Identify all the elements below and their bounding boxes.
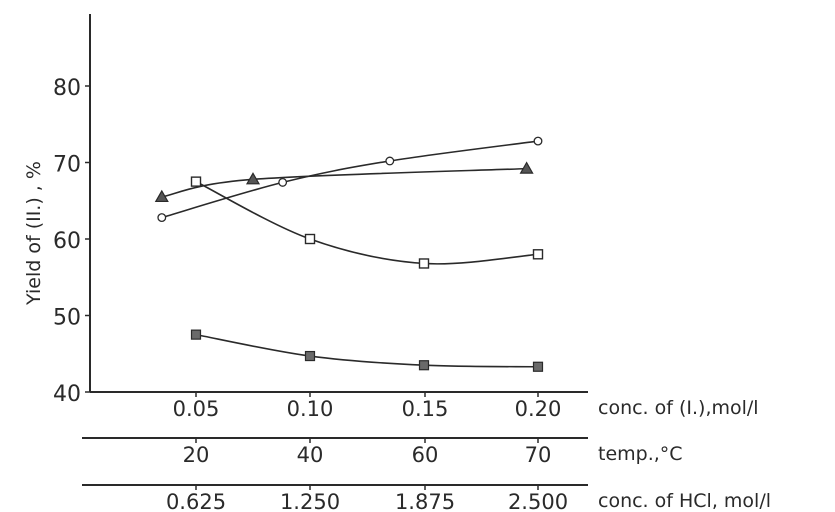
data-point-circle <box>533 136 543 146</box>
x-tick-label-conc-hcl: 1.875 <box>395 490 455 512</box>
data-point-circle <box>385 156 395 166</box>
data-point-circle <box>157 213 167 223</box>
data-point-square-open <box>304 233 316 245</box>
x-tick-label-conc-hcl: 0.625 <box>166 490 226 512</box>
x-tick-label-conc-i: 0.20 <box>515 397 562 421</box>
data-point-triangle <box>245 172 261 185</box>
series-markers <box>154 136 544 372</box>
x-tick-label-conc-i: 0.05 <box>173 397 220 421</box>
x-tick-label-temp: 60 <box>412 443 439 467</box>
series-line-circle <box>161 140 539 219</box>
data-point-triangle <box>154 189 169 203</box>
x-tick-label-conc-hcl: 2.500 <box>508 490 568 512</box>
x-axis-label-conc-hcl: conc. of HCl, mol/l <box>598 490 771 512</box>
x-tick-label-conc-hcl: 1.250 <box>280 490 340 512</box>
data-point-square-filled <box>190 329 202 340</box>
x-axis-label-temp: temp.,°C <box>598 443 683 465</box>
data-point-square-filled <box>304 350 316 362</box>
data-point-square-open <box>190 176 202 187</box>
x-axis-label-conc-i: conc. of (I.),mol/l <box>598 397 759 419</box>
data-point-square-open <box>532 249 544 260</box>
series-line-square-open <box>195 180 539 265</box>
y-tick-label: 60 <box>53 229 81 254</box>
series-line-square-filled <box>195 333 539 368</box>
y-tick-label: 50 <box>53 306 81 331</box>
x-tick-label-conc-i: 0.15 <box>402 397 449 421</box>
x-tick-label-temp: 40 <box>297 443 324 467</box>
axes <box>82 14 588 490</box>
y-tick-label: 40 <box>53 382 81 407</box>
series-curves <box>161 140 539 368</box>
data-point-square-open <box>418 258 430 269</box>
x-tick-label-conc-i: 0.10 <box>287 397 334 421</box>
data-point-triangle <box>519 161 534 174</box>
data-point-square-filled <box>532 361 544 372</box>
axis-labels: 40 50 60 70 80 Yield of (II.) , % 0.05 0.10 0.15… <box>23 76 771 512</box>
data-point-square-filled <box>418 360 430 371</box>
y-tick-label: 70 <box>53 153 81 178</box>
series-line-triangle <box>161 167 527 198</box>
data-point-circle <box>278 177 288 187</box>
x-tick-label-temp: 70 <box>525 443 552 467</box>
y-tick-label: 80 <box>53 76 81 101</box>
x-tick-label-temp: 20 <box>183 443 210 467</box>
y-axis-label: Yield of (II.) , % <box>23 161 45 306</box>
